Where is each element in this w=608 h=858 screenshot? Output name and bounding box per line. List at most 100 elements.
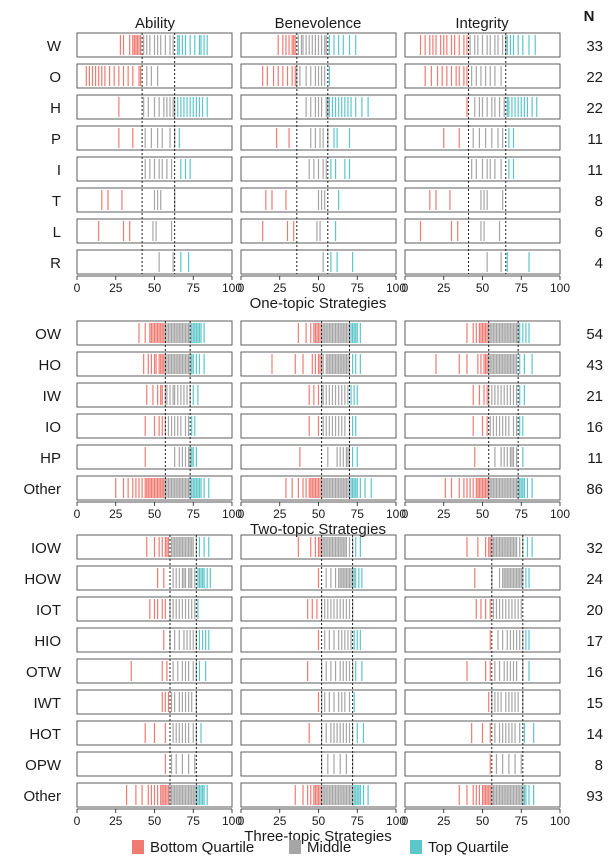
panel-box [404,596,561,622]
x-axis-ability: 0 25 50 75 100 [74,275,242,295]
tick-label: 25 [437,507,451,521]
panel-box [240,94,397,120]
x-axis-ability: 0 25 50 75 100 [74,808,242,828]
tick-label: 50 [476,814,490,828]
panel-box [404,125,561,151]
panel-box [240,782,397,808]
tick-label: 0 [74,281,81,295]
x-axis-benevolence: 0 25 50 75 100 [238,275,406,295]
panel-box [404,32,561,58]
panel-box [76,382,233,408]
tick-label: 75 [515,281,529,295]
row-iow: IOW 32 [31,534,603,560]
tick-label: 100 [386,281,406,295]
x-axis-integrity: 0 25 50 75 100 [402,808,570,828]
panel-box [240,320,397,346]
panel-box [76,320,233,346]
panel-box [76,125,233,151]
row-hp: HP 11 [40,444,603,470]
panel-box [404,627,561,653]
row-n: 4 [595,255,603,272]
row-label: L [53,224,61,241]
row-n: 8 [595,193,603,210]
row-label: Other [23,481,61,498]
row-ho: HO 43 [39,351,603,377]
column-header-integrity: Integrity [455,15,509,32]
row-n: 21 [586,388,603,405]
panel-box [240,32,397,58]
row-label: P [51,131,61,148]
panel-box [404,689,561,715]
legend-item-middle: Middle [289,839,351,856]
panel-box [76,720,233,746]
tick-label: 100 [386,814,406,828]
panel-box [240,720,397,746]
row-n: 11 [587,162,603,179]
panel-box [76,187,233,213]
panel-box [76,565,233,591]
row-iot: IOT 20 [36,596,603,622]
row-label: IOT [36,602,61,619]
tick-label: 25 [437,281,451,295]
row-label: OW [35,326,62,343]
row-ow: OW 54 [35,320,603,346]
tick-label: 75 [351,814,365,828]
panel-box [404,565,561,591]
legend-item-top-quartile: Top Quartile [410,839,509,856]
tick-label: 75 [187,814,201,828]
panel-box [240,627,397,653]
panel-box [76,475,233,501]
panel-box [240,382,397,408]
panel-box [240,156,397,182]
group-title: Three-topic Strategies [244,828,392,845]
panel-box [404,751,561,777]
tick-label: 25 [109,814,123,828]
tick-label: 0 [402,814,409,828]
row-other: Other 93 [23,782,603,808]
row-n: 16 [586,419,603,436]
panel-box [76,351,233,377]
tick-label: 100 [550,507,570,521]
row-label: IW [43,388,62,405]
row-n: 93 [586,788,603,805]
panel-box [240,534,397,560]
tick-label: 100 [222,281,242,295]
tick-label: 75 [187,507,201,521]
legend-swatch [289,840,301,854]
panel-box [240,125,397,151]
tick-label: 100 [222,814,242,828]
panel-box [240,565,397,591]
row-n: 54 [586,326,603,343]
tick-label: 50 [312,281,326,295]
panel-box [76,32,233,58]
panel-box [76,218,233,244]
panel-box [240,63,397,89]
row-label: H [50,100,61,117]
panel-box [240,351,397,377]
panel-box [404,218,561,244]
tick-label: 0 [238,281,245,295]
row-n: 33 [586,38,603,55]
panel-box [240,751,397,777]
row-label: I [57,162,61,179]
panel-box [404,658,561,684]
panel-box [404,351,561,377]
tick-label: 0 [74,814,81,828]
row-label: T [52,193,61,210]
row-label: OTW [26,664,62,681]
x-axis-ability: 0 25 50 75 100 [74,501,242,521]
row-label: HOT [29,726,61,743]
row-n: 15 [586,695,603,712]
panel-box [76,94,233,120]
tick-label: 75 [515,507,529,521]
row-hio: HIO 17 [34,627,603,653]
row-otw: OTW 16 [26,658,603,684]
row-n: 14 [586,726,603,743]
panel-box [404,720,561,746]
panel-box [404,156,561,182]
panel-box [240,596,397,622]
